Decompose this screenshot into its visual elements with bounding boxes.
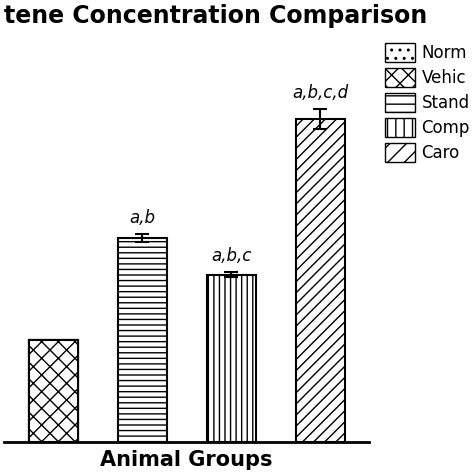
Bar bbox=[28, 340, 78, 441]
Text: a,b,c,d: a,b,c,d bbox=[292, 84, 348, 102]
Text: a,b,c: a,b,c bbox=[211, 247, 251, 265]
Bar bbox=[28, 340, 78, 441]
Bar bbox=[28, 340, 78, 441]
Bar bbox=[118, 238, 167, 441]
Text: a,b: a,b bbox=[129, 209, 155, 227]
Text: tene Concentration Comparison: tene Concentration Comparison bbox=[4, 4, 428, 28]
X-axis label: Animal Groups: Animal Groups bbox=[100, 450, 273, 470]
Legend: Norm, Vehic, Stand, Comp, Caro: Norm, Vehic, Stand, Comp, Caro bbox=[385, 43, 470, 162]
Bar bbox=[207, 274, 255, 441]
Bar bbox=[296, 119, 345, 441]
